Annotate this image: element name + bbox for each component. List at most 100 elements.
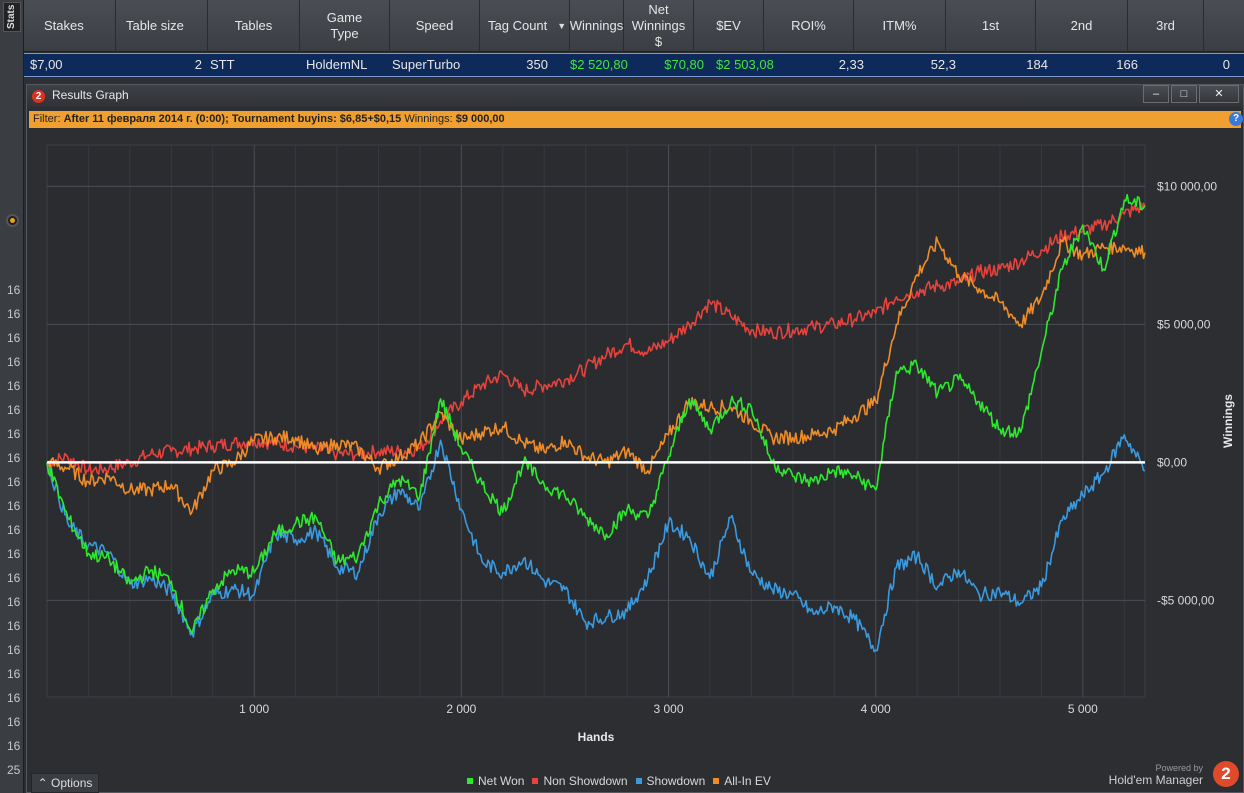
col-header-speed[interactable]: Speed: [390, 0, 480, 52]
col-header-tables[interactable]: Tables: [208, 0, 300, 52]
cell-net-winnings: $70,80: [664, 57, 704, 72]
brand-name: Hold'em Manager: [1108, 773, 1203, 787]
row-number: 16: [7, 547, 21, 561]
row-number: 16: [7, 619, 21, 633]
grid-empty-area: [24, 77, 1244, 85]
legend-item[interactable]: Net Won: [467, 774, 524, 788]
filter-date: After 11 февраля 2014 г. (0:00);: [63, 113, 229, 125]
hem-logo: 2: [1213, 761, 1239, 787]
cell-3rd: 0: [1222, 57, 1230, 72]
row-number: 16: [7, 403, 21, 417]
legend-swatch: [467, 778, 473, 784]
cell-sev: $2 503,08: [716, 57, 774, 72]
window-controls: – □ ✕: [1141, 85, 1239, 103]
col-header-sev[interactable]: $EV: [694, 0, 764, 52]
row-number: 16: [7, 715, 21, 729]
row-number: 16: [7, 595, 21, 609]
row-number: 16: [7, 379, 21, 393]
col-header-itm[interactable]: ITM%: [854, 0, 946, 52]
row-number: 16: [7, 523, 21, 537]
x-tick-label: 2 000: [446, 702, 476, 716]
options-label: Options: [51, 776, 93, 790]
window-title: Results Graph: [52, 88, 129, 102]
legend-item[interactable]: Non Showdown: [532, 774, 628, 788]
chart-legend: Net Won Non Showdown Showdown All-In EV: [467, 774, 779, 788]
row-number: 16: [7, 475, 21, 489]
series-line-non-showdown: [46, 201, 1146, 476]
col-header-game-type[interactable]: Game Type: [300, 0, 390, 52]
col-header-table-size[interactable]: Table size: [116, 0, 208, 52]
x-tick-label: 1 000: [239, 702, 269, 716]
col-header-roi[interactable]: ROI%: [764, 0, 854, 52]
row-number: 16: [7, 355, 21, 369]
legend-item[interactable]: All-In EV: [713, 774, 771, 788]
left-panel-strip: Stats 16 16 16 16 16 16 16 16 16 16 16 16 16 16 16 16 16…: [0, 0, 24, 793]
row-number: 16: [7, 331, 21, 345]
maximize-button[interactable]: □: [1171, 85, 1197, 103]
row-number: 16: [7, 499, 21, 513]
legend-swatch: [635, 778, 642, 784]
results-chart: 1 000 2 000 3 000 4 000 5 000 $10 000,00 $5 00…: [46, 144, 1235, 744]
y-tick-label: $0,00: [1157, 455, 1187, 469]
stats-tab[interactable]: Stats: [3, 2, 21, 32]
legend-item[interactable]: Showdown: [635, 774, 706, 788]
row-number: 16: [7, 451, 21, 465]
col-header-tag-count-label: Tag Count: [488, 18, 548, 33]
chevron-up-icon: ⌃: [37, 776, 48, 790]
table-row[interactable]: $7,00 2 STT HoldemNL SuperTurbo 350 $2 5…: [24, 53, 1244, 77]
filter-prefix: Filter:: [33, 113, 61, 125]
cell-stakes: $7,00: [30, 57, 63, 72]
filter-buyins: Tournament buyins: $6,85+$0,15: [231, 113, 402, 125]
row-number: 16: [7, 691, 21, 705]
legend-label: Showdown: [646, 774, 706, 788]
cell-game-type: HoldemNL: [306, 57, 368, 72]
graph-bottom-bar: ⌃ Options Net Won Non Showdown Showdown All…: [27, 761, 1243, 793]
col-header-tag-count[interactable]: Tag Count ▼: [480, 0, 570, 52]
y-tick-label: $5 000,00: [1157, 317, 1211, 331]
cell-table-size: 2: [194, 57, 202, 72]
sort-desc-icon: ▼: [557, 21, 567, 31]
cell-winnings: $2 520,80: [570, 57, 628, 72]
row-number: 16: [7, 739, 21, 753]
cell-roi: 2,33: [838, 57, 864, 72]
row-number: 16: [7, 571, 21, 585]
x-tick-label: 5 000: [1068, 702, 1098, 716]
help-icon[interactable]: ?: [1229, 112, 1243, 126]
x-tick-label: 3 000: [653, 702, 683, 716]
cell-tables: STT: [210, 57, 235, 72]
col-header-winnings[interactable]: Winnings: [570, 0, 624, 52]
powered-by-label: Powered by: [1155, 763, 1203, 773]
col-header-net-winnings[interactable]: Net Winnings $: [624, 0, 694, 52]
powered-by: Powered by Hold'em Manager: [1109, 763, 1203, 787]
window-titlebar[interactable]: 2 Results Graph – □ ✕: [27, 85, 1243, 107]
row-number: 16: [7, 283, 21, 297]
cell-2nd: 166: [1116, 57, 1138, 72]
y-tick-label: -$5 000,00: [1157, 593, 1215, 607]
hem-app-icon: 2: [32, 90, 45, 103]
close-button[interactable]: ✕: [1199, 85, 1239, 103]
minimize-button[interactable]: –: [1143, 85, 1169, 103]
legend-label: All-In EV: [724, 774, 771, 788]
filter-winnings-label: Winnings:: [404, 113, 453, 125]
x-tick-label: 4 000: [861, 702, 891, 716]
row-number: 16: [7, 667, 21, 681]
results-graph-window: 2 Results Graph – □ ✕ Filter: After 11 ф…: [26, 84, 1244, 793]
series-line-showdown: [46, 434, 1146, 653]
col-header-3rd[interactable]: 3rd: [1128, 0, 1204, 52]
col-header-1st[interactable]: 1st: [946, 0, 1036, 52]
options-button[interactable]: ⌃ Options: [31, 773, 99, 793]
col-header-stakes[interactable]: Stakes: [24, 0, 116, 52]
cell-speed: SuperTurbo: [392, 57, 461, 72]
legend-label: Net Won: [478, 774, 525, 788]
stats-grid-header: Stakes Table size Tables Game Type Speed…: [24, 0, 1244, 52]
col-header-2nd[interactable]: 2nd: [1036, 0, 1128, 52]
filter-winnings-value: $9 000,00: [455, 113, 505, 125]
row-number: 16: [7, 427, 21, 441]
filter-bar[interactable]: Filter: After 11 февраля 2014 г. (0:00);…: [29, 111, 1243, 128]
cell-1st: 184: [1026, 57, 1048, 72]
row-number: 25: [7, 763, 21, 777]
record-indicator-icon[interactable]: [6, 214, 19, 227]
legend-swatch: [532, 778, 539, 784]
plot-area: [46, 144, 1146, 698]
